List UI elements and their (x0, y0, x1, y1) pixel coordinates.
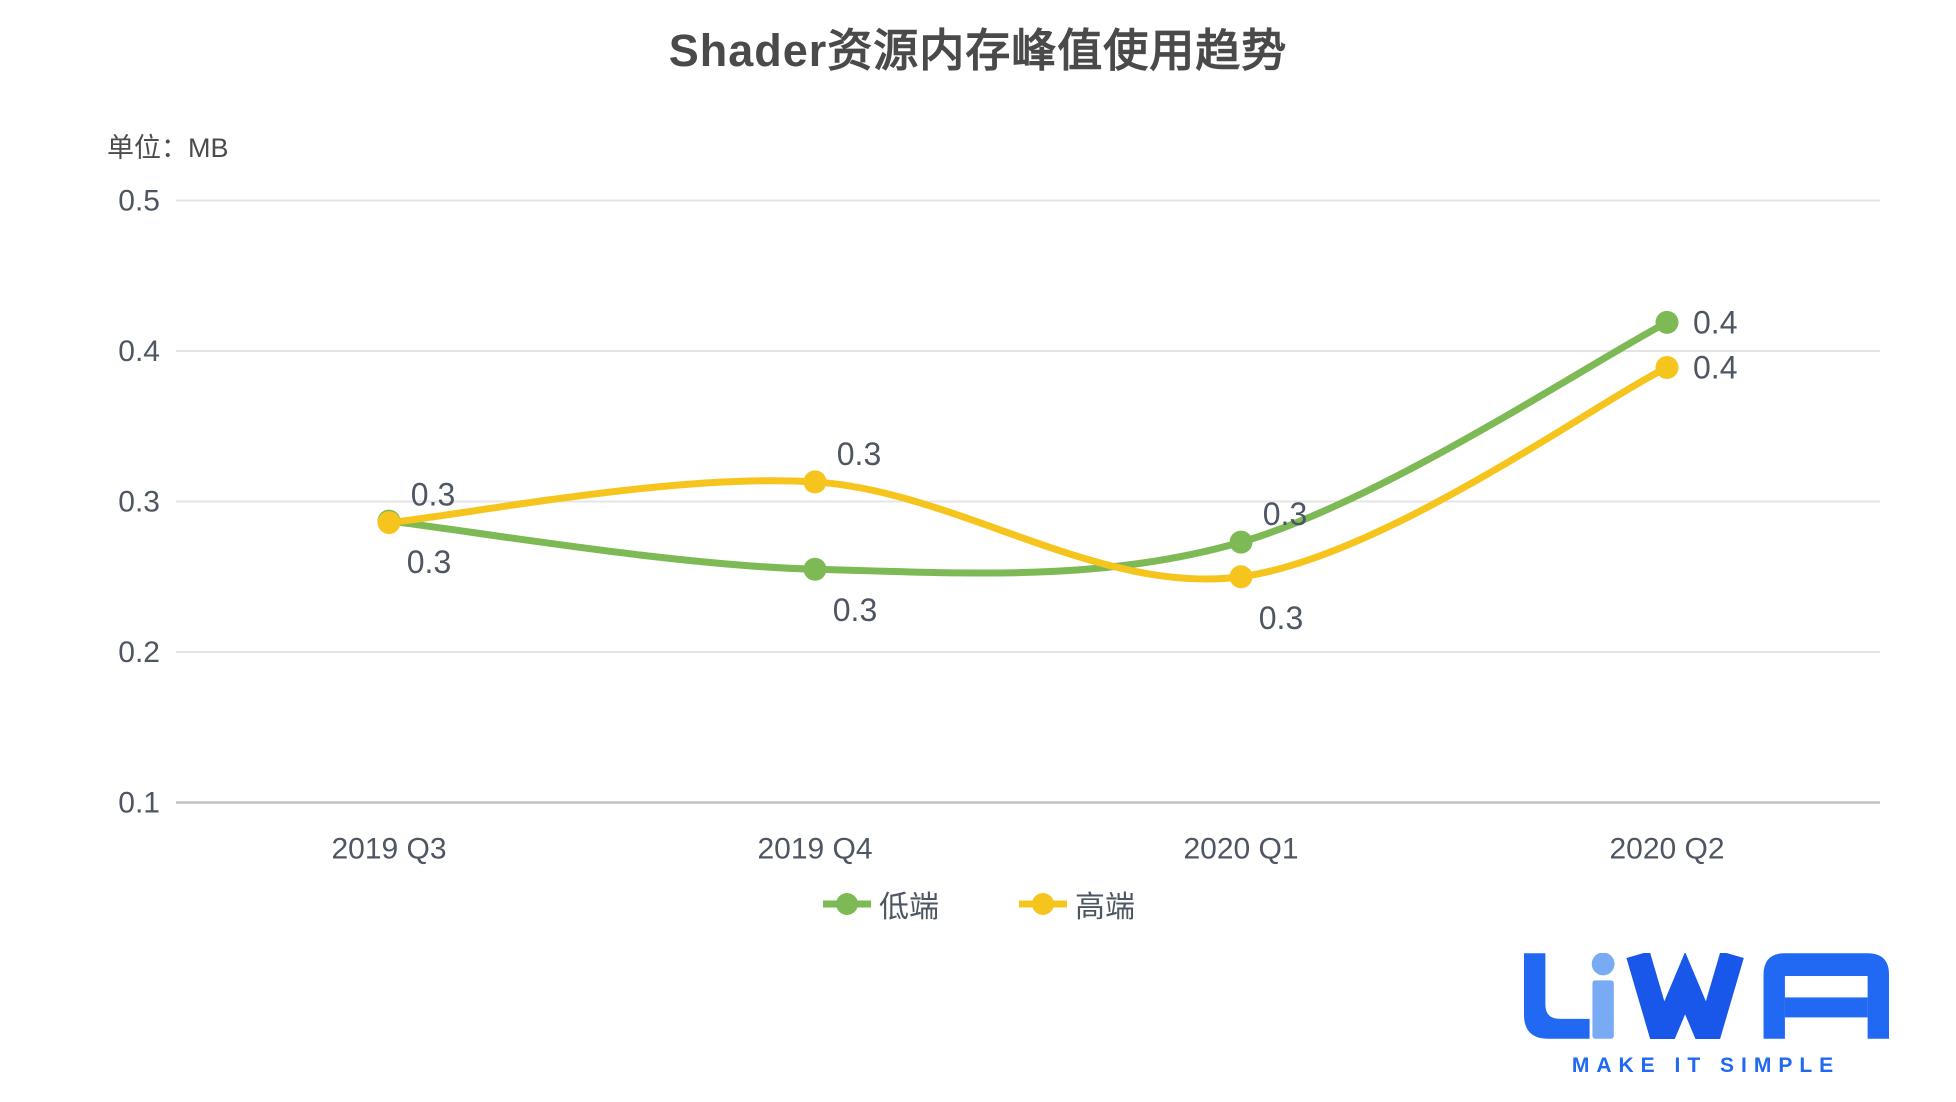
axis-labels-layer: 0.1 0.2 0.3 0.4 0.5 2019 Q3 2019 Q4 2020 Q1 2020… (118, 185, 1724, 866)
legend: 低端 高端 (0, 882, 1956, 926)
point-label-yellow-3: 0.4 (1693, 350, 1737, 386)
y-tick-label-0.1: 0.1 (118, 787, 160, 820)
series-green-point-2 (1229, 530, 1253, 554)
legend-label-high-end: 高端 (1075, 891, 1135, 924)
logo-letter-a-crossbar (1784, 997, 1868, 1018)
series-yellow-point-0 (377, 511, 401, 535)
logo-tagline: MAKE IT SIMPLE (1571, 1054, 1841, 1077)
unit-label: 单位：MB (107, 133, 229, 163)
point-label-green-2: 0.3 (1263, 496, 1307, 532)
series-green-line (385, 318, 1671, 577)
logo-letter-i-dot (1591, 952, 1615, 976)
x-tick-label-1: 2019 Q4 (757, 833, 872, 866)
liwa-logo: MAKE IT SIMPLE (1522, 951, 1890, 1078)
point-label-green-0: 0.3 (407, 544, 451, 580)
series-yellow-point-3 (1655, 356, 1679, 380)
y-tick-label-0.2: 0.2 (118, 636, 160, 669)
x-tick-label-0: 2019 Q3 (331, 833, 446, 866)
y-tick-label-0.5: 0.5 (118, 185, 160, 218)
logo-letter-l (1523, 953, 1590, 1039)
series-yellow-point-1 (803, 470, 827, 494)
point-label-yellow-1: 0.3 (837, 436, 881, 472)
series-yellow-point-2 (1229, 565, 1253, 589)
legend-marker-green-icon (823, 893, 871, 915)
legend-marker-yellow-icon (1019, 893, 1067, 915)
point-labels-layer: 0.3 0.3 0.3 0.4 0.3 0.3 0.3 0.4 (407, 304, 1738, 635)
y-tick-label-0.3: 0.3 (118, 486, 160, 519)
logo-letter-i-stem (1591, 980, 1614, 1039)
point-label-yellow-2: 0.3 (1259, 600, 1303, 636)
grid-layer (176, 199, 1880, 804)
point-label-green-1: 0.3 (833, 592, 877, 628)
point-label-green-3: 0.4 (1693, 304, 1737, 340)
logo-letter-w (1625, 951, 1744, 1074)
legend-item-high-end[interactable]: 高端 (1017, 882, 1135, 926)
point-label-yellow-0: 0.3 (411, 477, 455, 513)
x-tick-label-2: 2020 Q1 (1183, 833, 1298, 866)
liwa-logo-letters (1523, 951, 1889, 1074)
series-layer (377, 310, 1679, 589)
series-yellow-line (385, 364, 1671, 583)
x-tick-label-3: 2020 Q2 (1609, 833, 1724, 866)
legend-item-low-end[interactable]: 低端 (821, 882, 939, 926)
series-green-point-1 (803, 557, 827, 581)
logo-letter-a (1763, 953, 1889, 1039)
legend-label-low-end: 低端 (879, 891, 939, 924)
series-green-point-3 (1655, 310, 1679, 334)
y-tick-label-0.4: 0.4 (118, 335, 160, 368)
chart-title: Shader资源内存峰值使用趋势 (668, 25, 1288, 76)
